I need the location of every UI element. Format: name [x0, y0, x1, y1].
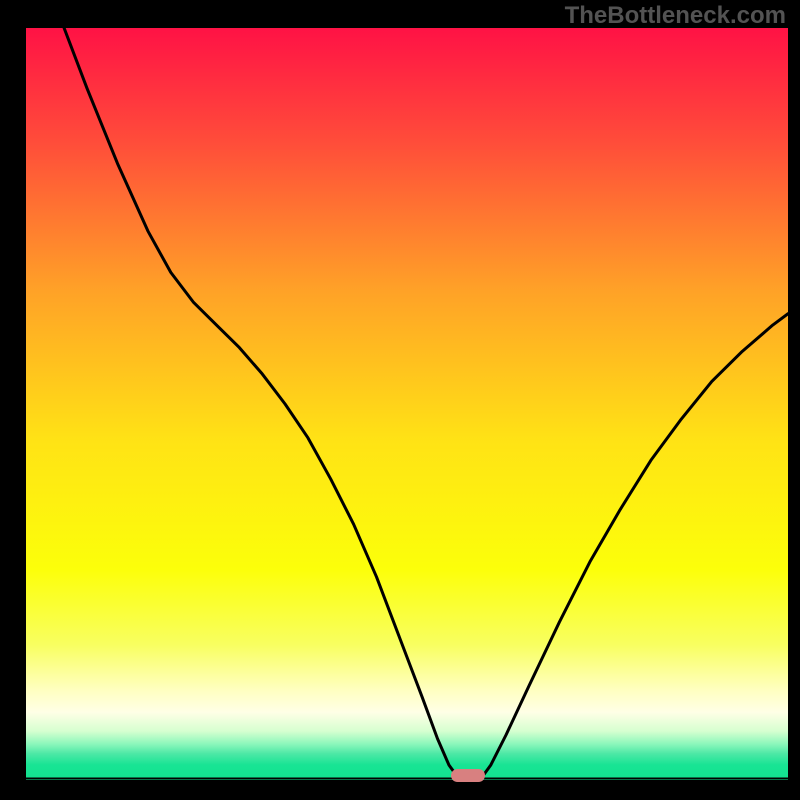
plot-area [26, 28, 788, 780]
bottleneck-curve [64, 28, 788, 778]
bottleneck-marker [451, 769, 485, 781]
chart-frame: TheBottleneck.com [0, 0, 800, 800]
curve-svg [26, 28, 788, 780]
watermark-text: TheBottleneck.com [565, 2, 786, 30]
